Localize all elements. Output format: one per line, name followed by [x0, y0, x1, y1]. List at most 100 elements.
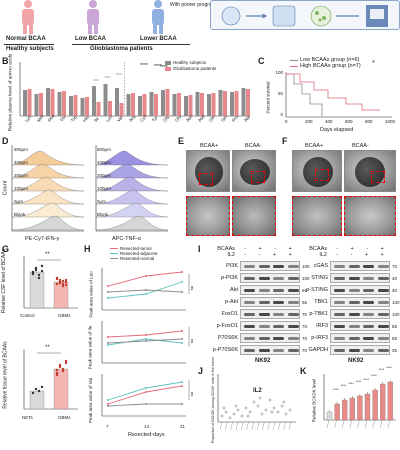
- panel-h-point: [107, 291, 109, 293]
- panel-i-band: [287, 349, 299, 352]
- panel-j-point: [220, 414, 224, 418]
- panel-i-mw-label: 100: [302, 275, 310, 281]
- panel-c-ytick: 100: [275, 70, 283, 75]
- panel-i-blot-strip: [240, 261, 300, 271]
- panel-i-band: [363, 277, 374, 280]
- panel-b-sig-label: ****: [154, 64, 162, 70]
- panel-i-blot-strip: [240, 345, 300, 355]
- panel-i-band: [244, 337, 255, 340]
- panel-g-top-group-gbms: GBMs: [58, 313, 71, 318]
- panel-h-line-normal: [107, 289, 183, 293]
- panel-d-tnf-peak: [95, 202, 169, 218]
- panel-d-ifn-peak: [11, 163, 85, 179]
- panel-g-top-point: [31, 271, 35, 275]
- panel-d-row-label: 100μm: [14, 186, 28, 191]
- panel-b-bar-gbm: [200, 93, 204, 116]
- panel-b-sig-label: ****: [160, 65, 168, 71]
- panel-k-sig-label: ****: [386, 366, 392, 370]
- panel-h-sig-label: ns: [190, 339, 195, 343]
- panel-d-row-label: 200μm: [14, 173, 28, 178]
- panel-c-legend: Low BCAAs group (n=6) High BCAAs group (…: [290, 57, 361, 69]
- legend-line-normal: [110, 258, 118, 259]
- panel-j-tick: [262, 421, 265, 431]
- panel-k-sig-label: ****: [348, 382, 354, 386]
- panel-i-protein-label: STING: [311, 275, 328, 281]
- panel-i-blot-strip: [240, 321, 300, 331]
- panel-b-bar-gbm: [62, 91, 66, 116]
- panel-i-band: [334, 265, 345, 268]
- panel-i-mw-label: 100: [392, 299, 400, 305]
- panel-i-protein-label: p-FoxO1: [216, 323, 238, 329]
- panel-i-band: [334, 349, 345, 352]
- panel-g-top-point: [37, 276, 41, 280]
- panel-i-band: [334, 313, 345, 316]
- panel-i-band: [348, 289, 360, 292]
- panel-g-top-bar: [29, 271, 45, 309]
- panel-d-letter: D: [2, 136, 9, 146]
- panel-h-ylabel-ile: Peak area value of Ile: [87, 325, 93, 370]
- panel-g-top-point: [40, 264, 44, 268]
- panel-j-point: [268, 398, 272, 402]
- panel-i-band: [334, 289, 345, 292]
- panel-i-sign: -: [258, 252, 261, 258]
- panel-f-col-bcaa-plus: BCAA+: [305, 143, 324, 149]
- header-bcaas-right: BCAAs: [309, 246, 327, 252]
- panel-i-blot-row: p-P70S6K 70: [210, 344, 307, 356]
- panel-d-row-label: 100μm: [97, 186, 111, 191]
- panel-i-blot-strip: [330, 285, 390, 295]
- panel-h-point: [145, 334, 147, 336]
- panel-b-xtick-label: Val: [116, 114, 124, 123]
- legend-high-bcaas: High BCAAs group (n=7): [300, 63, 361, 69]
- panel-k-letter: K: [300, 366, 307, 376]
- panel-d-xlabel-tnf: APC-TNF-α: [112, 236, 141, 242]
- panel-k-xtick: [349, 419, 352, 429]
- panel-i-blot-row: TBK1 100: [300, 296, 400, 308]
- panel-b-bar-healthy: [149, 92, 154, 116]
- panel-i-band: [348, 313, 360, 316]
- panel-g-top-point: [55, 277, 59, 281]
- panel-i-right-cellline: NK92: [348, 358, 364, 364]
- panel-j-point: [256, 404, 260, 408]
- panel-j-point: [260, 412, 264, 416]
- panel-i-blot-strip: [240, 297, 300, 307]
- panel-d-row-label: 400μm: [14, 160, 28, 165]
- panel-i-band: [273, 349, 284, 352]
- panel-i-band: [363, 265, 374, 268]
- panel-i-protein-label: p-IRF3: [311, 335, 328, 341]
- panel-i-band: [258, 289, 270, 292]
- schematic-box: [210, 0, 400, 30]
- panel-g-bottom-point: [61, 367, 65, 371]
- panel-j-point: [228, 416, 232, 420]
- header-bcaas-left: BCAAs: [217, 246, 235, 252]
- panel-i-band: [287, 265, 299, 268]
- panel-g-bottom-point: [55, 371, 59, 375]
- panel-i-blot-row: STING 40: [300, 272, 397, 284]
- panel-i-blot-strip: [240, 285, 300, 295]
- panel-i-blot-row: p-PI3K 100: [210, 272, 310, 284]
- panel-b-bar-gbm: [154, 94, 158, 116]
- panel-j-tick: [288, 421, 292, 431]
- panel-k-sig-label: ****: [371, 374, 377, 378]
- panel-e-zoom-bcaa-minus: [232, 196, 276, 236]
- panel-g-bottom-point: [40, 385, 44, 389]
- panel-i-band: [244, 289, 255, 292]
- panel-f-col-bcaa-minus: BCAA-: [352, 143, 369, 149]
- panel-g-top-point: [40, 269, 44, 273]
- panel-b-bar-gbm: [39, 93, 43, 116]
- panel-b-bar-healthy: [184, 96, 188, 116]
- panel-k-xtick: [342, 419, 345, 429]
- panel-i-protein-label: GAPDH: [308, 347, 328, 353]
- panel-j-point: [222, 406, 226, 410]
- panel-i-band: [287, 277, 299, 280]
- legend-resected-tumor: Resected-tumor: [120, 246, 153, 251]
- panel-i-letter: I: [198, 244, 201, 254]
- panel-h-line-adjacent: [107, 381, 183, 401]
- panel-h-xtick: 21: [180, 424, 186, 429]
- panel-j-point: [234, 404, 238, 408]
- divider-line-gbm: [72, 44, 190, 45]
- panel-g-top-sig: **: [45, 252, 50, 258]
- panel-b-bar-gbm: [85, 97, 89, 116]
- panel-i-band: [377, 325, 389, 328]
- panel-i-band: [273, 289, 284, 292]
- panel-b-bar-healthy: [23, 90, 27, 116]
